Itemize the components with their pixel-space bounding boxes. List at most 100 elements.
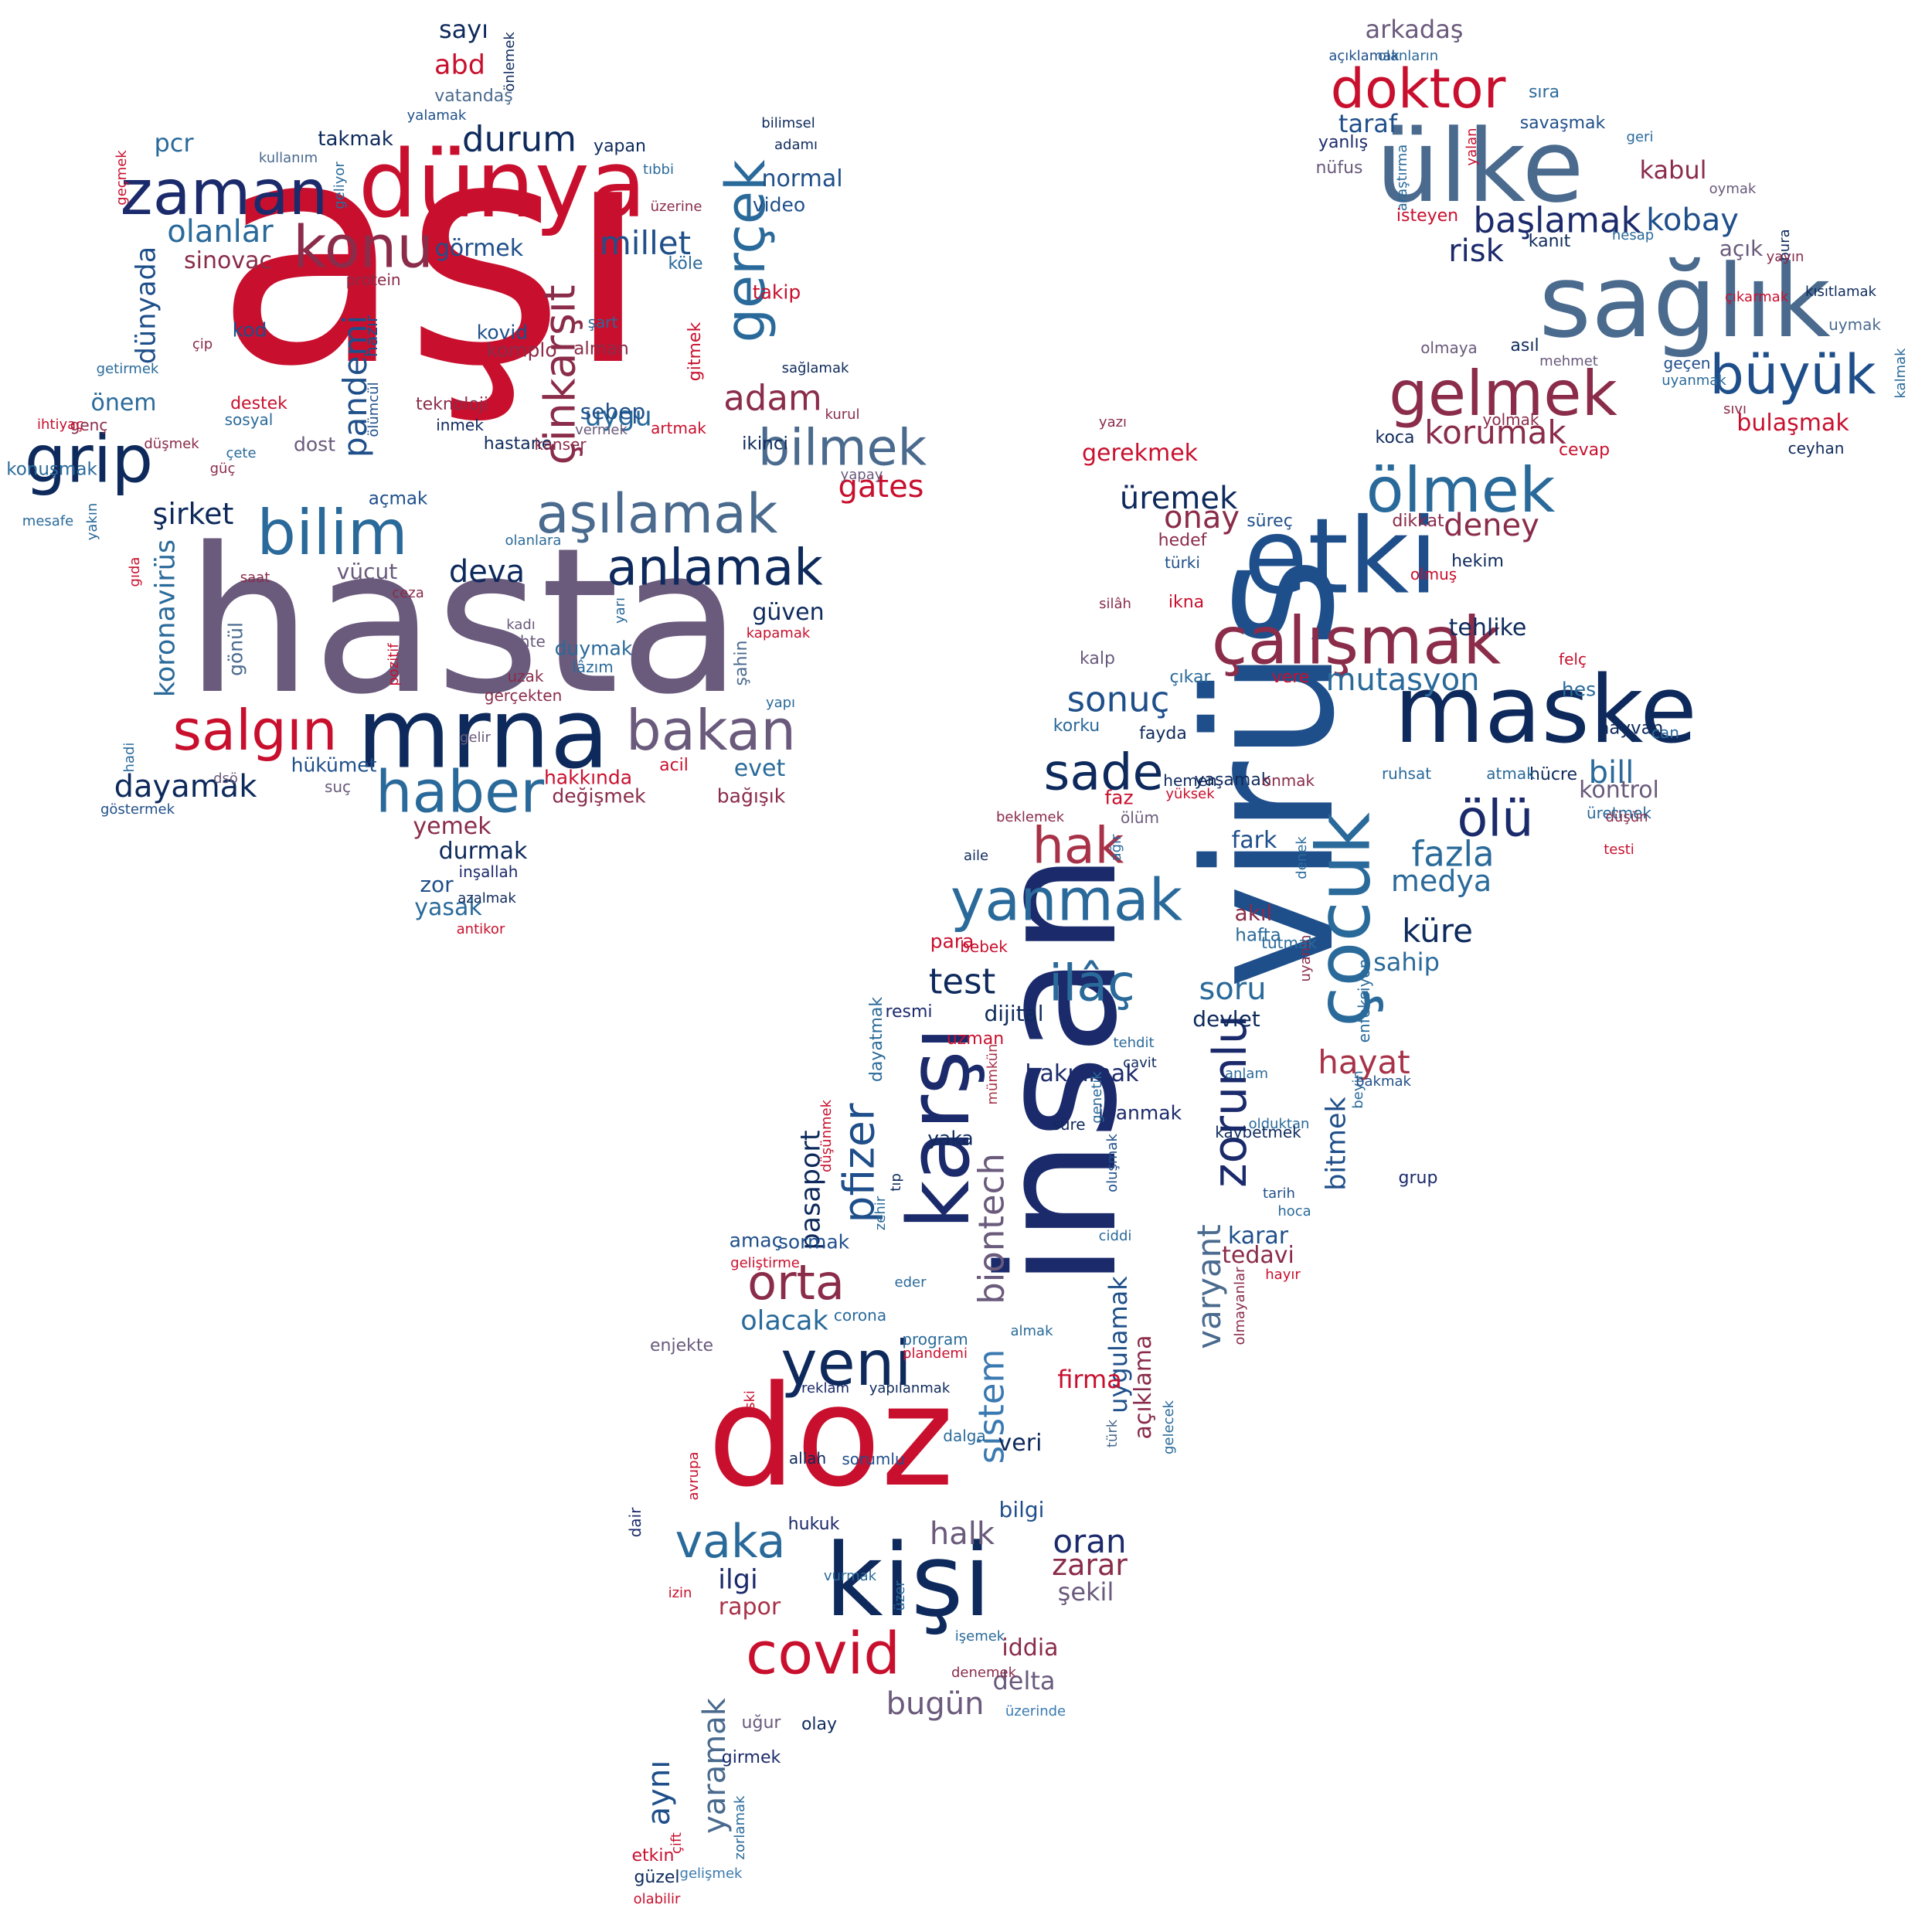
- cloud-word: yapı: [765, 695, 796, 711]
- cloud-word: sormak: [777, 1230, 850, 1253]
- cloud-word: şart: [587, 313, 618, 332]
- cloud-word: başlamak: [1473, 199, 1641, 241]
- cloud-word: gerekmek: [1081, 440, 1199, 467]
- cloud-word: kadı: [506, 617, 536, 633]
- cloud-word: tedavi: [1222, 1242, 1294, 1269]
- cloud-word: uygu: [584, 401, 652, 433]
- cloud-word: mutasyon: [1325, 662, 1480, 698]
- cloud-word: destek: [230, 394, 287, 413]
- cloud-word: hadi: [121, 742, 138, 773]
- cloud-word: ceza: [392, 585, 424, 601]
- cloud-word: küre: [1402, 912, 1473, 950]
- cloud-word: program: [902, 1330, 968, 1349]
- cloud-word: dünya: [358, 131, 647, 239]
- cloud-word: sağlık: [1539, 243, 1831, 360]
- cloud-word: vücut: [336, 559, 398, 584]
- cloud-word: hastane: [483, 434, 553, 454]
- cloud-word: ciddi: [1098, 1228, 1132, 1244]
- cloud-word: sahte: [502, 632, 546, 651]
- cloud-word: yasak: [414, 894, 482, 921]
- cloud-word: geri: [1626, 129, 1654, 145]
- cloud-word: onmak: [1261, 771, 1315, 790]
- cloud-word: can: [1651, 723, 1679, 742]
- cloud-word: anlamak: [607, 539, 823, 597]
- cloud-word: güven: [752, 599, 825, 626]
- cloud-word: yapan: [594, 137, 646, 156]
- cloud-word: inanmak: [1097, 1101, 1182, 1124]
- cloud-word: yaşamak: [1194, 770, 1271, 790]
- cloud-word: akıl: [1234, 900, 1273, 926]
- cloud-word: çip: [192, 336, 213, 352]
- cloud-word: mehmet: [1539, 353, 1598, 369]
- cloud-word: bakan: [625, 698, 797, 763]
- cloud-word: sıra: [1528, 83, 1560, 102]
- cloud-word: düşmek: [144, 436, 199, 452]
- cloud-word: plandemi: [903, 1345, 968, 1362]
- cloud-word: sıvı: [1723, 401, 1747, 417]
- cloud-word: gitmek: [685, 321, 705, 382]
- cloud-word: ölü: [1457, 790, 1534, 849]
- cloud-word: mrna: [356, 678, 610, 791]
- cloud-word: pozitif: [386, 643, 402, 686]
- cloud-word: süre: [1052, 1115, 1086, 1134]
- cloud-word: adam: [723, 377, 822, 419]
- cloud-word: kısıtlamak: [1805, 284, 1876, 300]
- cloud-word: olabilir: [633, 1891, 681, 1907]
- cloud-word: tehlike: [1448, 614, 1527, 641]
- cloud-word: lâzım: [572, 658, 614, 676]
- cloud-word: üretmek: [1587, 804, 1651, 822]
- cloud-word: veri: [998, 1430, 1043, 1457]
- cloud-word: firma: [1057, 1365, 1122, 1394]
- cloud-word: inmek: [436, 416, 484, 434]
- cloud-word: türk: [1104, 1419, 1121, 1448]
- cloud-word: ülke: [1376, 107, 1584, 225]
- cloud-word: koca: [1375, 428, 1415, 447]
- cloud-word: güç: [209, 461, 236, 477]
- cloud-word: sebep: [580, 399, 646, 424]
- cloud-word: ihtiyaç: [36, 417, 84, 433]
- cloud-word: yayın: [1766, 249, 1804, 265]
- cloud-word: uzak: [507, 667, 544, 685]
- cloud-word: şahin: [732, 640, 751, 686]
- cloud-word: zehir: [872, 1196, 889, 1231]
- cloud-word: denemek: [951, 1665, 1017, 1681]
- cloud-word: izin: [668, 1585, 692, 1601]
- cloud-word: açmak: [368, 488, 428, 509]
- cloud-word: bilgi: [998, 1497, 1045, 1522]
- cloud-word: testi: [1604, 842, 1634, 858]
- cloud-word: genetik: [1089, 1071, 1105, 1124]
- cloud-word: yazı: [1098, 414, 1128, 430]
- cloud-word: kontrol: [1579, 777, 1659, 804]
- cloud-word: zor: [420, 872, 454, 897]
- cloud-word: rapor: [718, 1594, 781, 1621]
- cloud-word: duymak: [554, 637, 633, 660]
- cloud-word: kaybetmek: [1215, 1123, 1301, 1141]
- cloud-word: hasta: [185, 505, 743, 739]
- cloud-word: ruhsat: [1381, 764, 1432, 783]
- cloud-word: görmek: [434, 235, 524, 262]
- cloud-word: durum: [462, 118, 577, 160]
- cloud-word: kanıt: [1528, 232, 1571, 251]
- cloud-word: onay: [1163, 500, 1240, 536]
- cloud-word: fark: [1231, 827, 1277, 854]
- cloud-word: korku: [1053, 716, 1100, 736]
- cloud-word: gelecek: [1161, 1400, 1177, 1454]
- cloud-word: yalamak: [406, 107, 467, 124]
- cloud-word: yemek: [413, 813, 492, 840]
- cloud-word: normal: [761, 165, 843, 192]
- cloud-word: deney: [1444, 508, 1539, 543]
- cloud-word: hak: [1032, 817, 1124, 876]
- cloud-word: salgın: [172, 698, 338, 763]
- cloud-word: hemen: [1163, 771, 1217, 790]
- cloud-word: hesap: [1611, 227, 1655, 243]
- cloud-word: takip: [752, 281, 801, 304]
- cloud-word: resmi: [885, 1002, 933, 1022]
- cloud-word: önem: [90, 389, 157, 417]
- cloud-word: ilâç: [1049, 954, 1135, 1013]
- cloud-word: hoca: [1277, 1203, 1311, 1219]
- cloud-word: millet: [599, 224, 692, 262]
- cloud-word: doktor: [1330, 57, 1506, 121]
- cloud-word: açık: [1719, 236, 1764, 261]
- cloud-word: sayı: [438, 15, 489, 44]
